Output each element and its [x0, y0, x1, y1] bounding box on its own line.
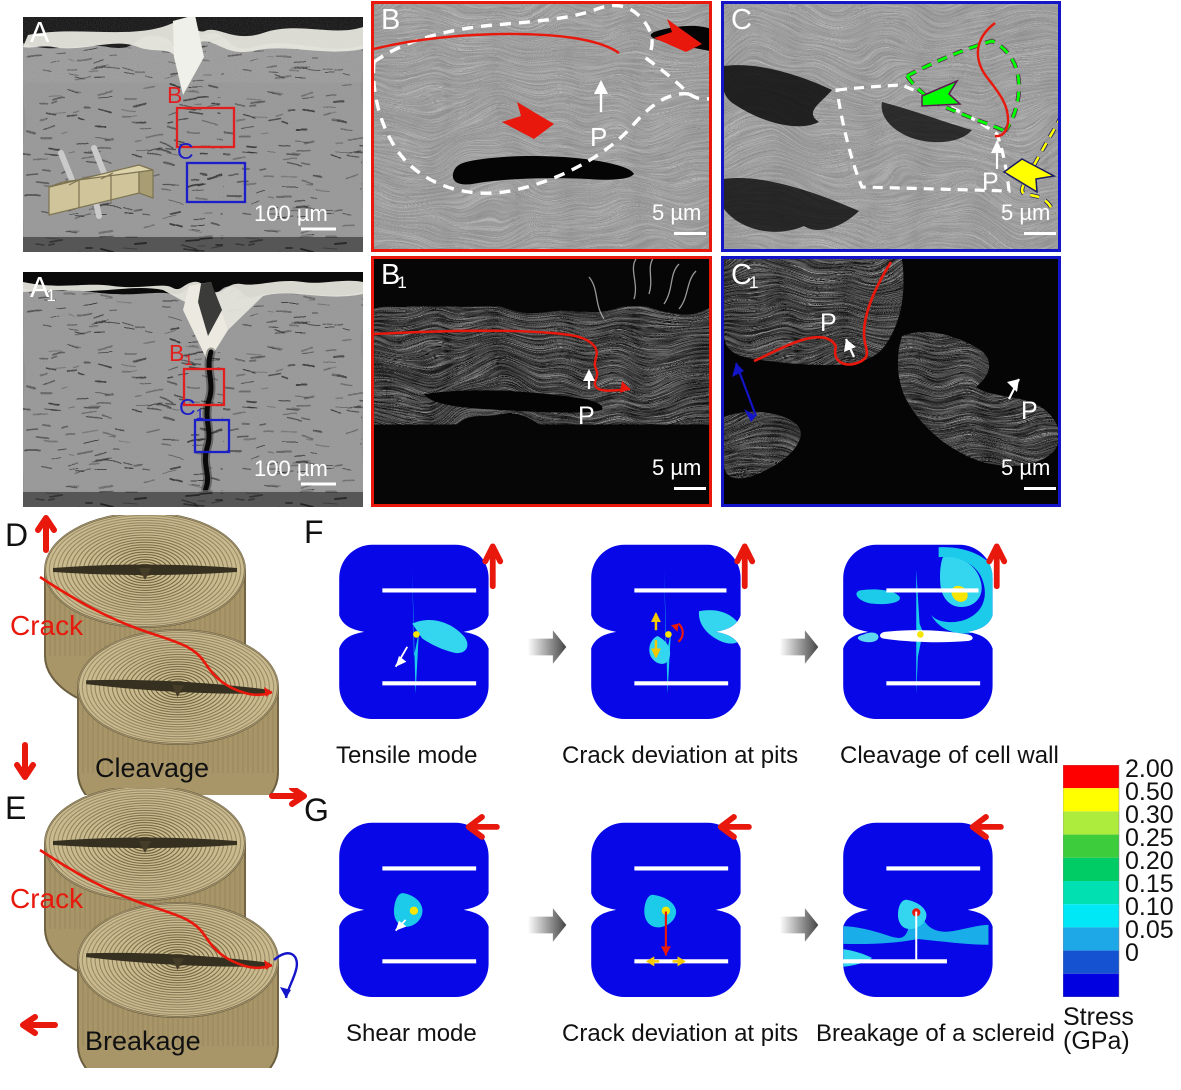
- svg-text:P: P: [1021, 397, 1038, 425]
- svg-text:P: P: [820, 309, 837, 337]
- svg-text:P: P: [590, 122, 607, 152]
- svg-text:P: P: [982, 168, 999, 196]
- svg-text:P: P: [578, 402, 595, 430]
